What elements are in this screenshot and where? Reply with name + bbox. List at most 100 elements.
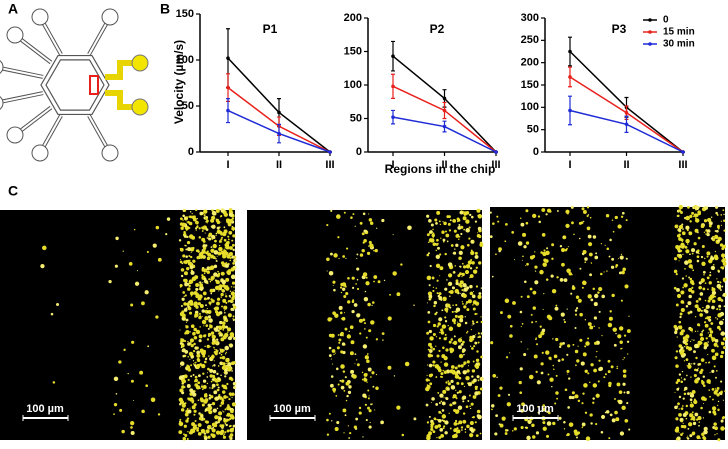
particle <box>328 412 331 415</box>
particle <box>714 234 719 240</box>
particle <box>691 390 696 394</box>
particle <box>202 281 204 283</box>
particle <box>345 292 349 296</box>
particle <box>365 336 368 339</box>
particle <box>354 363 356 365</box>
y-tick-label: 50 <box>527 124 539 136</box>
particle <box>212 374 216 378</box>
particle <box>716 345 719 348</box>
particle <box>349 325 354 330</box>
particle <box>430 422 435 426</box>
particle <box>232 381 237 386</box>
particle <box>218 352 221 355</box>
particle <box>472 307 476 311</box>
particle <box>443 370 448 375</box>
particle <box>181 342 184 345</box>
particle <box>130 426 133 429</box>
particle <box>209 387 211 389</box>
particle <box>206 307 208 310</box>
particle <box>598 367 602 372</box>
particle <box>451 337 453 340</box>
particle <box>344 414 347 417</box>
particle <box>219 333 223 337</box>
particle <box>614 215 618 220</box>
particle <box>581 426 583 429</box>
particle <box>472 304 474 306</box>
particle <box>477 294 482 299</box>
particle <box>541 351 544 354</box>
particle <box>690 413 694 417</box>
particle <box>202 255 206 259</box>
particle <box>620 215 624 218</box>
particle <box>541 208 546 212</box>
particle <box>559 244 563 248</box>
particle <box>210 218 215 223</box>
particle <box>194 314 197 318</box>
particle <box>714 389 718 392</box>
particle <box>720 332 723 336</box>
particle <box>590 363 594 367</box>
particle <box>441 309 444 312</box>
particle <box>181 379 186 384</box>
particle <box>720 220 722 222</box>
particle <box>371 371 375 375</box>
particle <box>691 411 694 414</box>
particle <box>203 209 208 214</box>
particle <box>339 311 343 315</box>
particle <box>223 417 226 420</box>
particle <box>445 348 449 352</box>
particle <box>227 367 232 372</box>
y-tick-label: 0 <box>188 146 194 158</box>
particle <box>713 254 719 259</box>
particle <box>215 265 217 268</box>
particle <box>216 383 219 386</box>
particle <box>581 207 585 211</box>
particle <box>685 334 690 339</box>
particle <box>330 333 335 338</box>
particle <box>600 243 603 245</box>
particle <box>216 285 221 290</box>
particle <box>598 310 601 313</box>
particle <box>564 388 568 392</box>
particle <box>179 247 181 250</box>
particle <box>221 365 227 370</box>
particle <box>205 228 209 232</box>
particle <box>192 425 198 430</box>
particle <box>426 214 430 218</box>
particle <box>185 325 189 329</box>
particle <box>229 332 235 337</box>
particle <box>435 287 438 289</box>
particle <box>232 294 236 298</box>
particle <box>716 214 719 216</box>
particle <box>207 435 211 439</box>
particle <box>715 317 717 319</box>
particle <box>427 342 432 347</box>
particle <box>214 279 218 282</box>
particle <box>448 412 450 414</box>
particle <box>606 247 610 251</box>
particle <box>436 279 439 282</box>
particle <box>532 213 537 219</box>
particle <box>201 319 207 325</box>
particle <box>689 403 694 408</box>
particle <box>196 427 200 430</box>
particle <box>204 232 206 234</box>
particle <box>723 305 726 308</box>
particle <box>181 222 186 227</box>
particle <box>224 408 227 411</box>
particle <box>224 353 227 355</box>
particle <box>404 361 410 367</box>
particle <box>622 267 626 272</box>
particle <box>347 276 350 280</box>
particle <box>566 308 568 310</box>
particle <box>722 399 724 401</box>
particle <box>194 410 196 413</box>
particle <box>184 412 189 417</box>
particle <box>221 241 223 243</box>
particle <box>460 245 465 250</box>
particle <box>546 421 552 426</box>
particle <box>620 347 622 350</box>
particle <box>183 349 186 352</box>
particle <box>179 418 182 421</box>
particle <box>210 370 212 372</box>
